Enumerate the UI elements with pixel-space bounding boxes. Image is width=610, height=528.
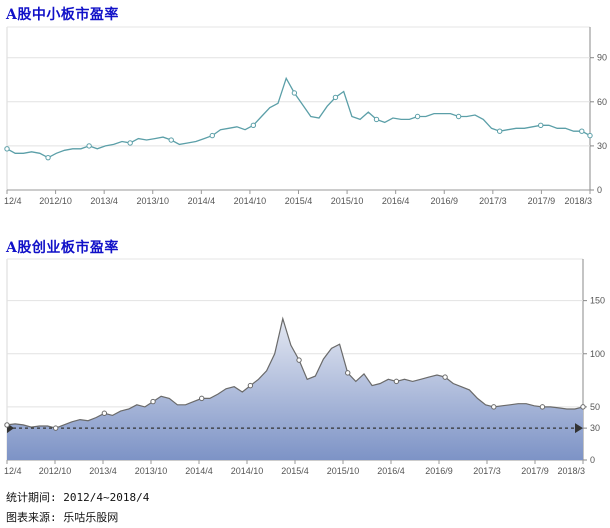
data-point — [209, 132, 215, 139]
y-tick-label: 50 — [590, 402, 600, 412]
y-tick-label: 30 — [597, 141, 607, 151]
x-tick-label: 2012/10 — [39, 196, 72, 206]
y-tick-label: 0 — [597, 185, 602, 195]
data-point — [247, 382, 254, 389]
data-point — [168, 137, 174, 143]
gem-board-pe-chart: 0 30 50 100 150 12/4 2012/10 2013/4 2013/10 2014/… — [4, 258, 605, 476]
x-tick-label: 12/4 — [4, 196, 22, 206]
x-tick-label: 2017/3 — [479, 196, 507, 206]
x-tick-label: 2013/4 — [89, 466, 117, 476]
statistics-period: 统计期间: 2012/4~2018/4 — [6, 491, 150, 504]
data-point — [101, 410, 108, 416]
data-point — [414, 113, 421, 120]
y-tick-label: 100 — [590, 349, 605, 359]
x-tick-label: 2017/9 — [528, 196, 556, 206]
data-point — [491, 404, 497, 410]
data-point — [579, 128, 585, 134]
data-point — [250, 122, 257, 129]
x-tick-label: 2016/4 — [382, 196, 410, 206]
x-tick-label: 2013/4 — [90, 196, 118, 206]
x-tick-label: 2014/10 — [231, 466, 264, 476]
chart-source: 图表来源: 乐咕乐股网 — [6, 511, 119, 524]
data-point — [199, 395, 205, 402]
data-point — [150, 398, 156, 405]
data-point — [538, 122, 544, 129]
x-tick-label: 2013/10 — [136, 196, 169, 206]
data-point — [86, 143, 92, 149]
x-tick-label: 2015/4 — [281, 466, 309, 476]
data-point — [442, 374, 448, 380]
x-tick-label: 2016/4 — [377, 466, 405, 476]
data-point — [587, 132, 593, 139]
x-tick-label: 2015/10 — [327, 466, 360, 476]
y-tick-label: 60 — [597, 97, 607, 107]
x-tick-label: 2014/10 — [234, 196, 267, 206]
sme-board-pe-chart: 0 30 60 90 12/4 2012/10 2013/4 2013/10 2014/4 201… — [4, 26, 607, 206]
x-tick-label: 2013/10 — [135, 466, 168, 476]
data-point — [496, 128, 503, 134]
data-point — [4, 422, 10, 428]
y-tick-label: 150 — [590, 296, 605, 306]
x-tick-label: 2018/3 — [564, 196, 592, 206]
y-tick-label: 0 — [590, 455, 595, 465]
data-point — [455, 113, 462, 120]
reference-marker-right — [575, 423, 583, 434]
y-tick-label: 30 — [590, 423, 600, 433]
data-point — [539, 404, 546, 410]
chart-1-title: A股中小板市盈率 — [6, 7, 119, 23]
x-tick-label: 2017/3 — [473, 466, 501, 476]
data-point — [291, 90, 298, 96]
data-point — [127, 140, 133, 146]
x-tick-label: 2014/4 — [188, 196, 216, 206]
x-tick-label: 12/4 — [4, 466, 22, 476]
x-tick-label: 2015/10 — [331, 196, 364, 206]
chart-2-title: A股创业板市盈率 — [6, 240, 119, 256]
x-tick-label: 2014/4 — [185, 466, 213, 476]
series-line — [6, 76, 591, 159]
x-tick-label: 2017/9 — [521, 466, 549, 476]
data-point — [580, 404, 586, 410]
data-point — [345, 370, 351, 376]
data-point — [45, 154, 51, 161]
data-point — [52, 425, 59, 431]
data-point — [393, 378, 400, 385]
x-tick-label: 2018/3 — [557, 466, 585, 476]
data-point — [373, 116, 380, 123]
series-area — [7, 318, 583, 460]
data-point — [296, 357, 302, 363]
x-tick-label: 2016/9 — [425, 466, 453, 476]
data-point — [332, 94, 339, 101]
y-tick-label: 90 — [597, 53, 607, 63]
x-tick-label: 2012/10 — [39, 466, 72, 476]
x-tick-label: 2015/4 — [285, 196, 313, 206]
data-point — [4, 146, 10, 152]
x-tick-label: 2016/9 — [430, 196, 458, 206]
